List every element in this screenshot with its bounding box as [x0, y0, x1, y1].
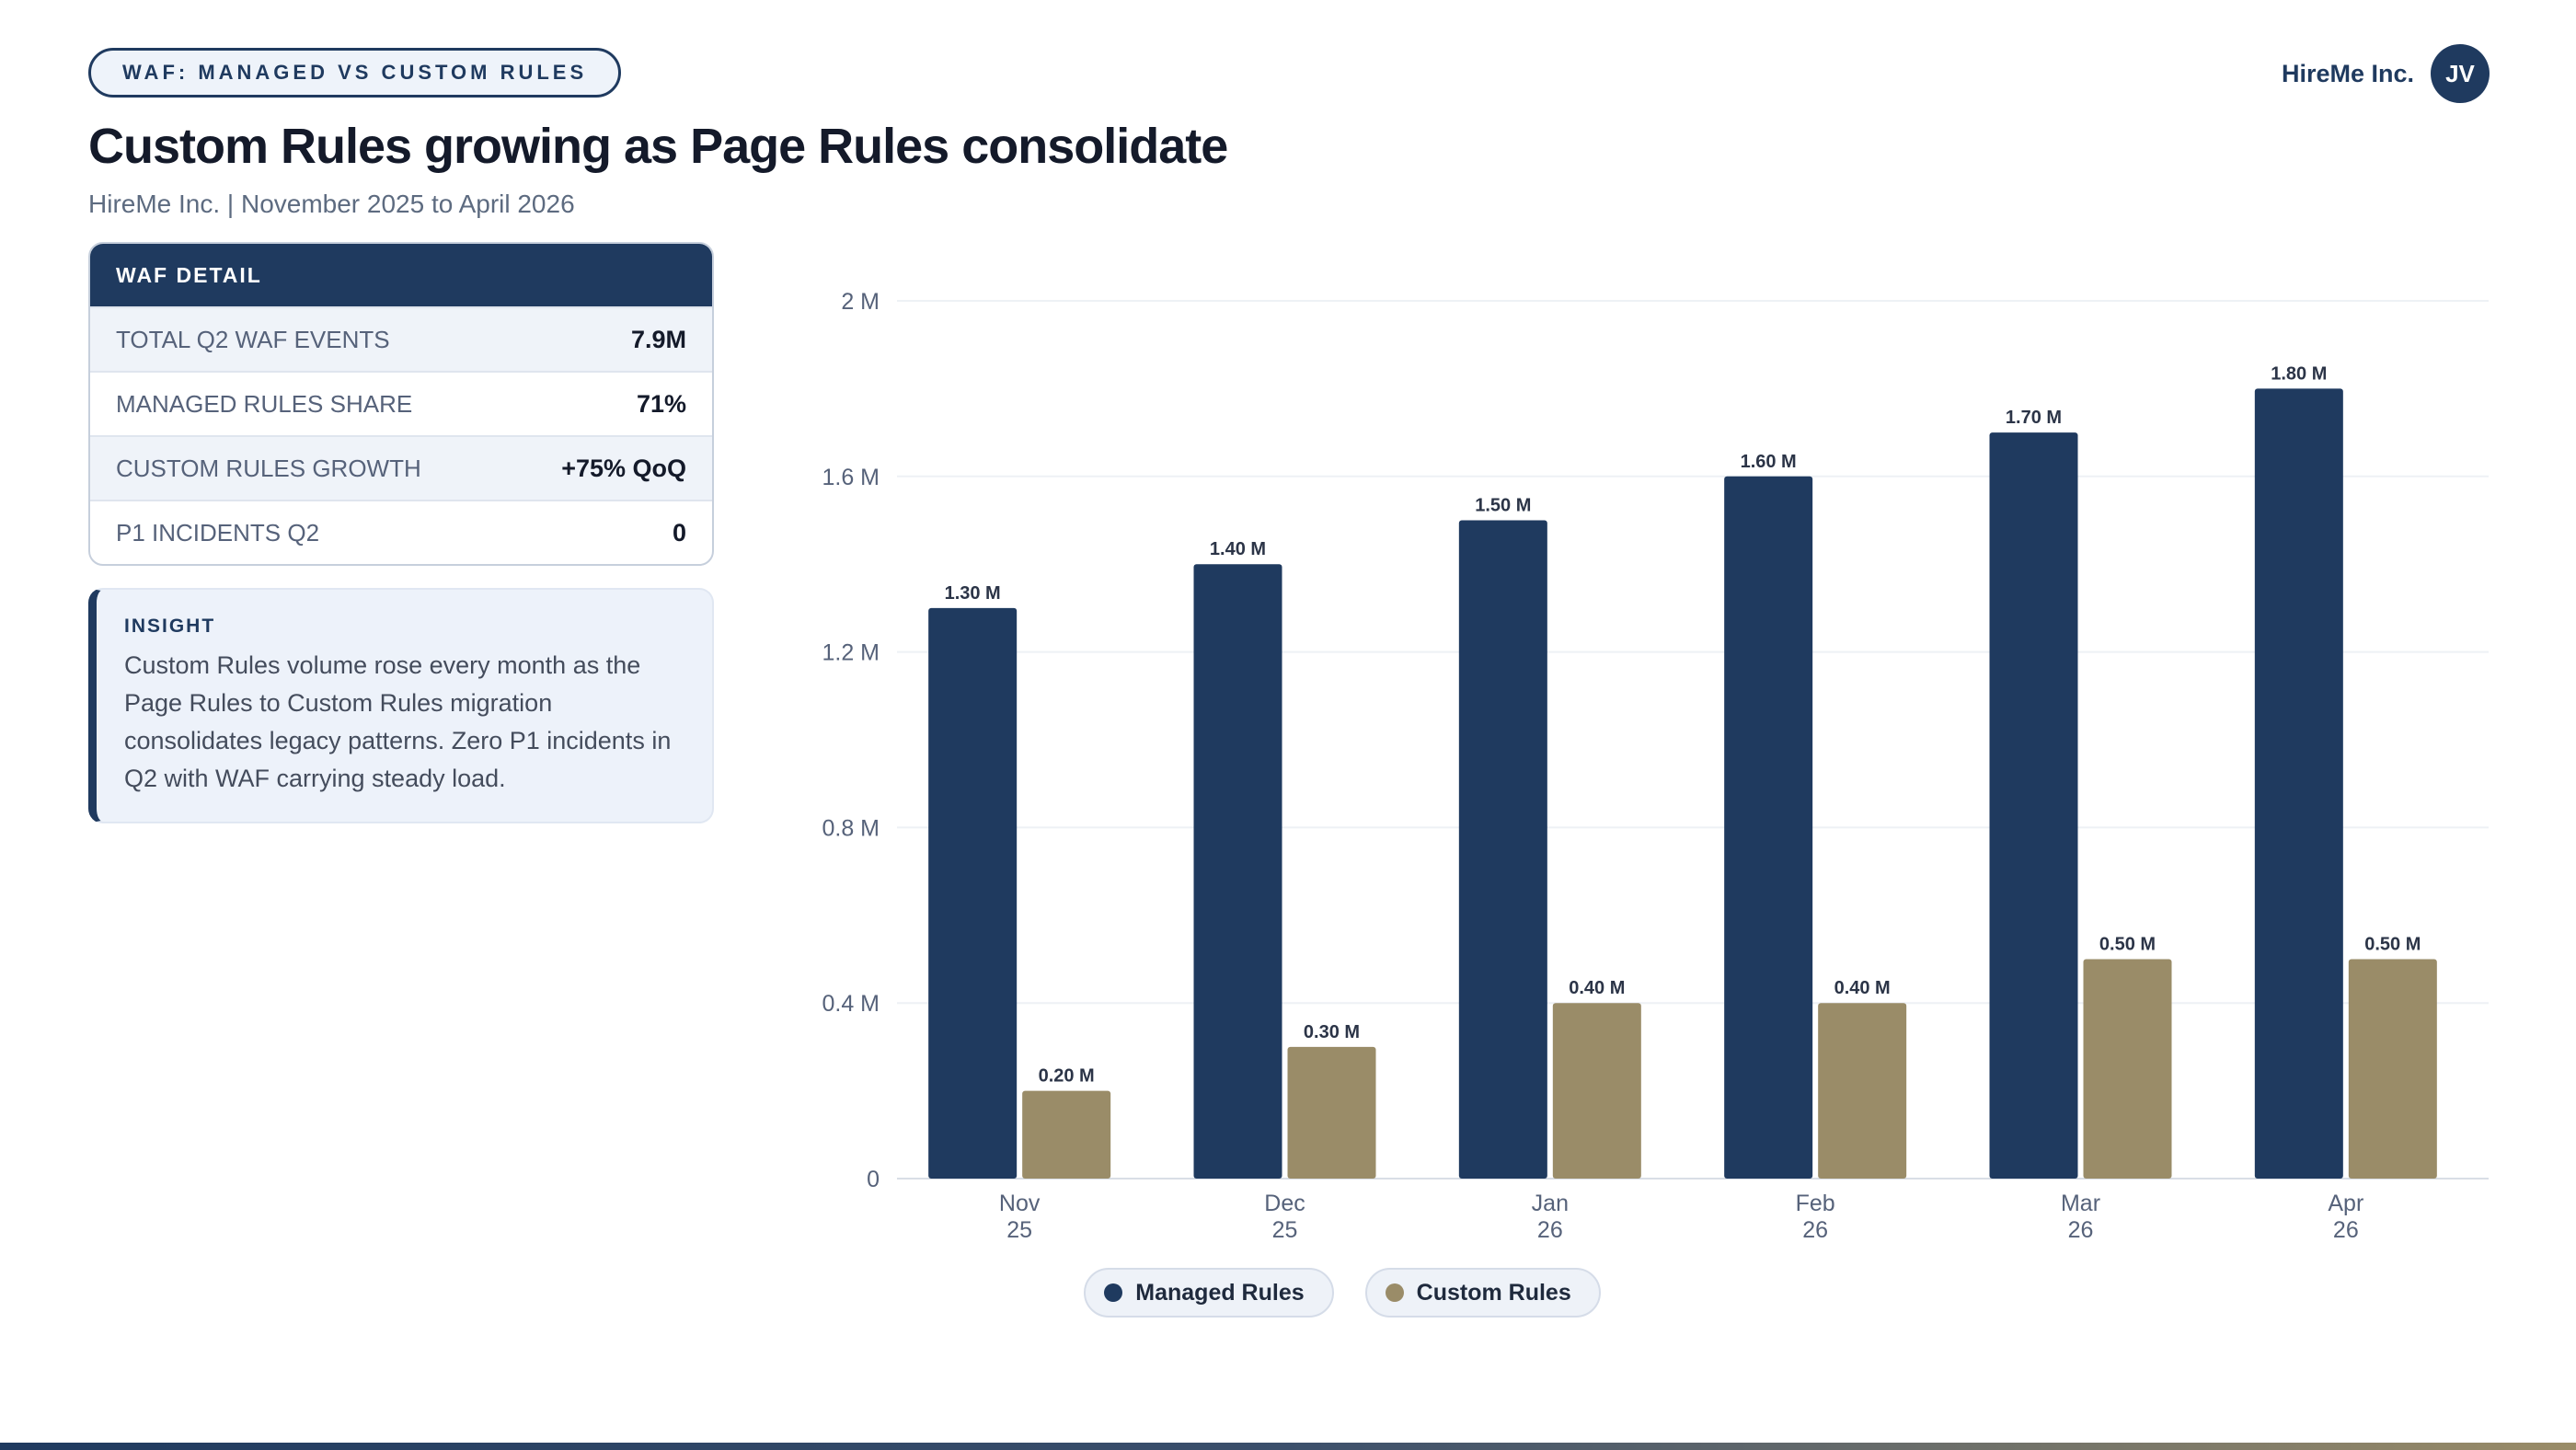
- waf-detail-heading: WAF DETAIL: [90, 244, 712, 306]
- bar-managed-rules: [2254, 388, 2343, 1179]
- detail-row-p1-incidents: P1 INCIDENTS Q2 0: [90, 500, 712, 564]
- insight-heading: INSIGHT: [124, 616, 216, 637]
- y-tick-label: 2 M: [841, 289, 880, 315]
- brand-name: HireMe Inc.: [2281, 59, 2414, 87]
- x-tick-label: Mar: [2061, 1191, 2100, 1216]
- insight-text: Custom Rules volume rose every month as …: [124, 651, 672, 792]
- legend-swatch-custom: [1385, 1283, 1404, 1302]
- bar-custom-rules: [1818, 1003, 1907, 1179]
- x-tick-label: 26: [1802, 1217, 1828, 1243]
- waf-detail-card: WAF DETAIL TOTAL Q2 WAF EVENTS 7.9M MANA…: [88, 242, 714, 566]
- x-tick-label: Feb: [1796, 1191, 1835, 1216]
- y-tick-label: 1.6 M: [822, 465, 880, 490]
- data-label: 1.40 M: [1210, 539, 1266, 559]
- bar-custom-rules: [2083, 959, 2172, 1179]
- x-tick-label: Apr: [2328, 1191, 2363, 1216]
- detail-value: 7.9M: [630, 325, 686, 353]
- bar-managed-rules: [1193, 564, 1282, 1179]
- data-label: 0.30 M: [1304, 1022, 1360, 1042]
- x-tick-label: Dec: [1264, 1191, 1305, 1216]
- detail-label: P1 INCIDENTS Q2: [116, 518, 320, 547]
- bar-custom-rules: [2348, 959, 2437, 1179]
- data-label: 0.40 M: [1569, 978, 1625, 998]
- bar-custom-rules: [1287, 1046, 1376, 1179]
- section-tag: WAF: MANAGED VS CUSTOM RULES: [88, 48, 622, 98]
- bar-managed-rules: [1989, 432, 2078, 1180]
- legend-swatch-managed: [1104, 1283, 1123, 1302]
- legend-label: Managed Rules: [1135, 1279, 1305, 1306]
- detail-value: 0: [672, 518, 686, 547]
- data-label: 1.30 M: [945, 583, 1001, 604]
- legend-item-custom[interactable]: Custom Rules: [1364, 1268, 1601, 1318]
- data-label: 1.60 M: [1741, 452, 1797, 472]
- data-label: 1.70 M: [2006, 408, 2062, 428]
- x-tick-label: Nov: [999, 1191, 1041, 1216]
- footer-accent-bar: [0, 1443, 2576, 1450]
- detail-label: TOTAL Q2 WAF EVENTS: [116, 325, 390, 353]
- legend-label: Custom Rules: [1416, 1279, 1571, 1306]
- data-label: 0.40 M: [1834, 978, 1891, 998]
- chart-legend: Managed Rules Custom Rules: [0, 1268, 2576, 1318]
- brand: HireMe Inc. JV: [2282, 44, 2490, 103]
- x-tick-label: Jan: [1532, 1191, 1569, 1216]
- data-label: 0.50 M: [2364, 935, 2421, 955]
- insight-card: INSIGHT Custom Rules volume rose every m…: [88, 588, 714, 823]
- detail-value: 71%: [636, 389, 686, 418]
- x-tick-label: 26: [2068, 1217, 2094, 1243]
- bar-managed-rules: [1724, 476, 1813, 1179]
- detail-value: +75% QoQ: [561, 454, 686, 482]
- y-tick-label: 0: [867, 1167, 880, 1192]
- x-tick-label: 25: [1006, 1217, 1032, 1243]
- legend-item-managed[interactable]: Managed Rules: [1084, 1268, 1334, 1318]
- y-tick-label: 1.2 M: [822, 640, 880, 666]
- page-title: Custom Rules growing as Page Rules conso…: [88, 119, 1228, 174]
- data-label: 0.20 M: [1039, 1066, 1095, 1087]
- x-tick-label: 25: [1272, 1217, 1298, 1243]
- avatar[interactable]: JV: [2431, 44, 2490, 103]
- y-tick-label: 0.8 M: [822, 815, 880, 841]
- x-tick-label: 26: [2333, 1217, 2359, 1243]
- y-tick-label: 0.4 M: [822, 991, 880, 1017]
- bar-custom-rules: [1022, 1090, 1111, 1179]
- data-label: 1.80 M: [2271, 363, 2327, 384]
- bar-managed-rules: [928, 607, 1018, 1179]
- data-label: 0.50 M: [2099, 935, 2156, 955]
- data-label: 1.50 M: [1475, 496, 1531, 516]
- detail-row-managed-share: MANAGED RULES SHARE 71%: [90, 371, 712, 435]
- detail-label: CUSTOM RULES GROWTH: [116, 454, 421, 482]
- detail-row-custom-growth: CUSTOM RULES GROWTH +75% QoQ: [90, 435, 712, 500]
- bar-custom-rules: [1552, 1003, 1641, 1179]
- detail-row-total-events: TOTAL Q2 WAF EVENTS 7.9M: [90, 306, 712, 371]
- bar-managed-rules: [1458, 520, 1547, 1179]
- page-subtitle: HireMe Inc. | November 2025 to April 202…: [88, 190, 575, 218]
- detail-label: MANAGED RULES SHARE: [116, 389, 413, 418]
- x-tick-label: 26: [1537, 1217, 1563, 1243]
